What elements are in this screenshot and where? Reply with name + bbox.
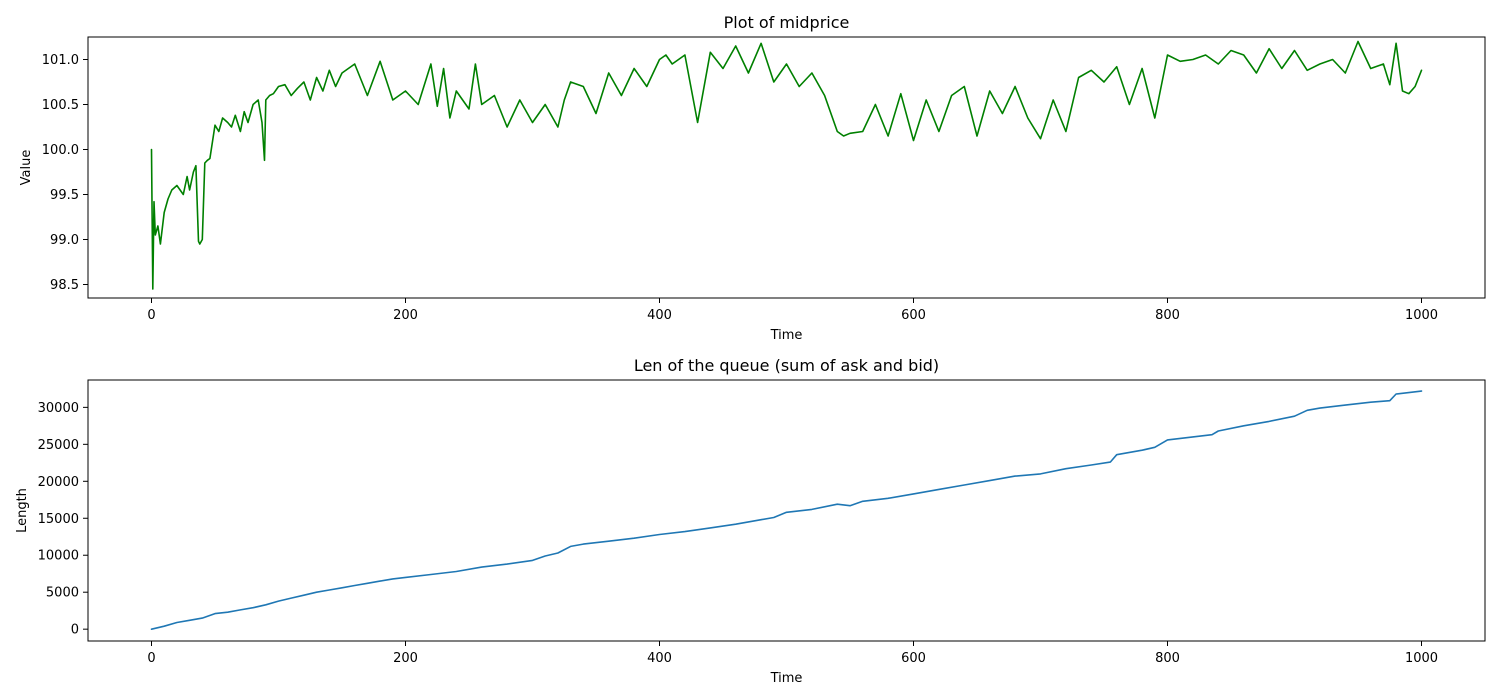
x-tick-label: 600 (901, 651, 926, 666)
y-tick-label: 99.0 (50, 233, 79, 248)
x-tick-label: 600 (901, 308, 926, 323)
y-tick-label: 101.0 (42, 53, 79, 68)
x-axis-label: Time (770, 328, 803, 343)
x-tick-label: 1000 (1405, 651, 1438, 666)
y-axis-label: Length (15, 488, 30, 533)
y-tick-label: 99.5 (50, 188, 79, 203)
y-tick-label: 0 (71, 623, 79, 638)
series-line-0-0 (150, 40, 1423, 290)
x-axis-label: Time (770, 671, 803, 686)
y-tick-label: 100.5 (42, 98, 79, 113)
y-tick-label: 20000 (38, 475, 79, 490)
series-line-1-0 (150, 390, 1423, 631)
x-tick-label: 1000 (1405, 308, 1438, 323)
plot-frame (87, 379, 1486, 642)
midprice-panel: 0 200 400 600 800 1000 98.5 99.0 99.5 100.0 100.5 1… (19, 13, 1486, 343)
chart-title: Plot of midprice (724, 13, 850, 32)
y-tick-label: 10000 (38, 549, 79, 564)
x-tick-label: 800 (1155, 308, 1180, 323)
x-tick-label: 0 (147, 651, 155, 666)
x-tick-label: 800 (1155, 651, 1180, 666)
y-tick-label: 25000 (38, 438, 79, 453)
x-tick-label: 0 (147, 308, 155, 323)
y-tick-label: 30000 (38, 401, 79, 416)
y-tick-label: 98.5 (50, 278, 79, 293)
y-tick-label: 15000 (38, 512, 79, 527)
x-tick-label: 200 (393, 308, 418, 323)
x-tick-label: 200 (393, 651, 418, 666)
x-tick-label: 400 (647, 308, 672, 323)
y-tick-label: 100.0 (42, 143, 79, 158)
plot-frame (87, 36, 1486, 299)
y-tick-label: 5000 (46, 586, 79, 601)
x-tick-label: 400 (647, 651, 672, 666)
chart-title: Len of the queue (sum of ask and bid) (634, 356, 939, 375)
y-axis-label: Value (19, 150, 34, 186)
queue-length-panel: 0 200 400 600 800 100005000100001500020000250… (15, 356, 1486, 686)
